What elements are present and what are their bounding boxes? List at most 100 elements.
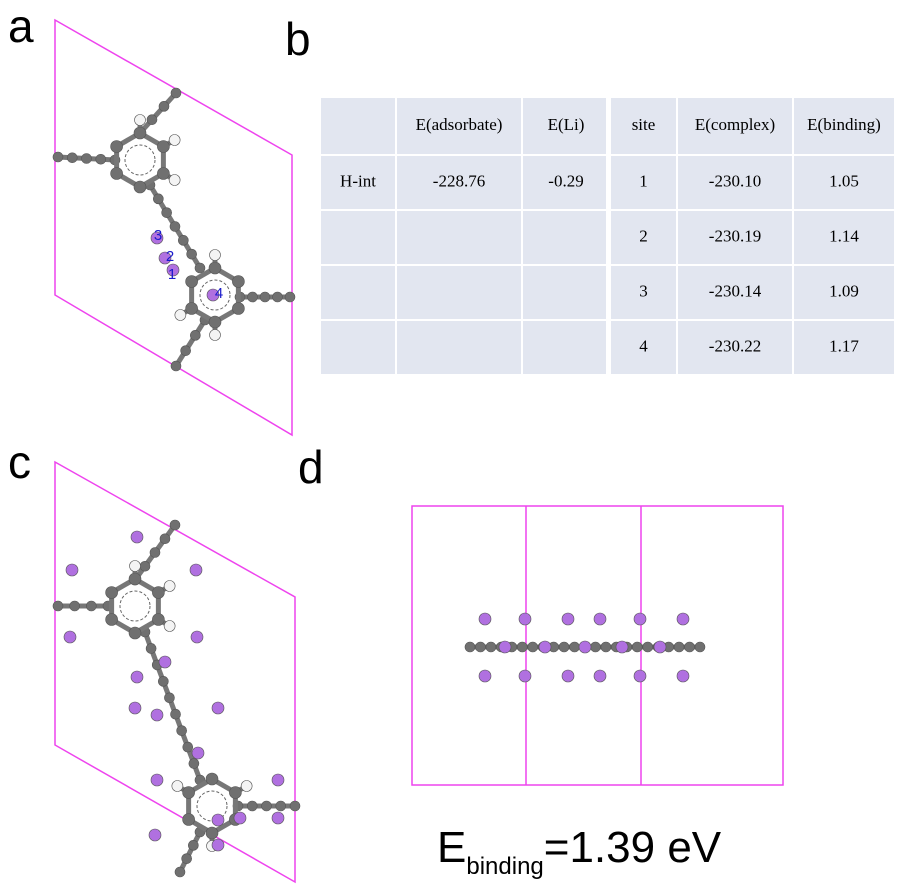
atom [206, 773, 218, 785]
bond [176, 320, 205, 366]
atom [188, 840, 198, 850]
atom [247, 801, 257, 811]
atom [190, 330, 200, 340]
table-text: 4 [639, 336, 648, 355]
atom [169, 135, 180, 146]
atom [96, 154, 106, 164]
atom [189, 759, 199, 769]
table-text: E(binding) [807, 115, 881, 134]
panel-label: c [8, 436, 31, 488]
table-cell [523, 321, 606, 374]
table-cell [397, 266, 521, 319]
table-cell [321, 98, 395, 154]
atom [276, 801, 286, 811]
atom [129, 702, 141, 714]
atom [232, 276, 244, 288]
atom [206, 827, 218, 839]
atom [171, 709, 181, 719]
panel-label: a [8, 0, 34, 52]
atom [517, 642, 527, 652]
atom [160, 534, 170, 544]
energy-symbol: E [437, 823, 466, 872]
atom [674, 642, 684, 652]
atom [559, 642, 569, 652]
atom [169, 175, 180, 186]
table-text: 1.09 [829, 281, 859, 300]
atom [685, 642, 695, 652]
atom [111, 141, 123, 153]
figure: a b c d 1234 E(adsorbate)E(Li)siteE(comp… [0, 0, 898, 886]
energy-value: =1.39 eV [544, 823, 722, 872]
atom [177, 726, 187, 736]
atom [153, 194, 163, 204]
atom [181, 346, 191, 356]
atom [232, 303, 244, 315]
atom [151, 774, 163, 786]
atom [134, 127, 146, 139]
atom [248, 292, 258, 302]
atom [528, 642, 538, 652]
atom [209, 262, 221, 274]
atom [677, 670, 689, 682]
atom [594, 613, 606, 625]
atom [164, 693, 174, 703]
atom [146, 643, 156, 653]
table-text: -230.22 [709, 336, 761, 355]
atom [82, 154, 92, 164]
atom [234, 812, 246, 824]
atom [479, 613, 491, 625]
panel-label: b [285, 13, 311, 65]
atom [186, 303, 198, 315]
atom [64, 631, 76, 643]
table-text: 3 [639, 281, 648, 300]
atom [677, 613, 689, 625]
site-marker: 3 [154, 227, 162, 244]
atom [134, 181, 146, 193]
table-text: 1 [639, 171, 648, 190]
atom [151, 709, 163, 721]
table-text: -230.14 [709, 281, 762, 300]
site-marker: 4 [215, 285, 223, 302]
atom [260, 292, 270, 302]
atom [183, 814, 195, 826]
atom [135, 115, 146, 126]
atom [570, 642, 580, 652]
table-text: -230.19 [709, 226, 761, 245]
atom [634, 613, 646, 625]
bond [145, 632, 200, 780]
ring-dash [120, 591, 150, 621]
panel-label: d [298, 441, 324, 493]
table-cell [523, 211, 606, 264]
atom [67, 153, 77, 163]
atom [562, 613, 574, 625]
atom [170, 520, 180, 530]
table-text: site [632, 115, 656, 134]
atom [195, 263, 205, 273]
table-cell [523, 266, 606, 319]
atom [187, 249, 197, 259]
atom [162, 208, 172, 218]
atom [634, 670, 646, 682]
site-marker: 2 [166, 248, 174, 265]
atom [66, 564, 78, 576]
atom [171, 361, 181, 371]
atom [159, 656, 171, 668]
energy-subscript: binding [466, 853, 543, 880]
atom [164, 581, 175, 592]
atom [539, 641, 551, 653]
atom [285, 292, 295, 302]
atom [210, 330, 221, 341]
bond [140, 93, 176, 133]
atom [190, 564, 202, 576]
atom [272, 812, 284, 824]
atom [210, 250, 221, 261]
atom [53, 601, 63, 611]
atom [131, 671, 143, 683]
atom [171, 88, 181, 98]
site-marker: 1 [168, 266, 176, 283]
atom [170, 222, 180, 232]
atom [182, 854, 192, 864]
atom [159, 101, 169, 111]
atom [643, 642, 653, 652]
atom [475, 642, 485, 652]
